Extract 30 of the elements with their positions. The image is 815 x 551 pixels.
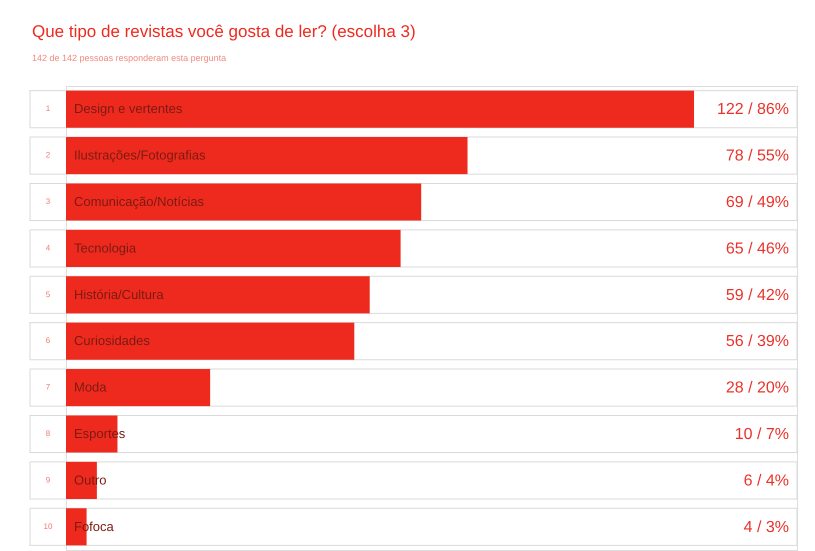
data-label: 78 / 55% (726, 148, 789, 165)
chart-subtitle: 142 de 142 pessoas responderam esta pergunta (32, 53, 226, 63)
data-label: 4 / 3% (744, 518, 789, 536)
text: 10 (44, 522, 53, 531)
data-label: 56 / 39% (726, 333, 789, 350)
y-tick-label: História/Cultura (74, 286, 164, 302)
y-tick-label: Moda (74, 380, 108, 395)
data-label: 10 / 7% (734, 426, 789, 443)
data-label: 65 / 46% (726, 240, 789, 258)
text: 2 (46, 150, 51, 160)
y-tick-label: Tecnologia (74, 240, 137, 256)
text: 9 (46, 475, 51, 484)
text: 1 (46, 104, 51, 114)
data-label: 59 / 42% (726, 286, 789, 304)
text: 4 (46, 243, 51, 252)
chart-title: Que tipo de revistas você gosta de ler? (escolha 3) (32, 22, 416, 41)
y-tick-label: Comunicação/Notícias (74, 194, 205, 209)
y-tick-label: Ilustrações/Fotografias (74, 148, 206, 163)
text: 3 (46, 197, 51, 206)
y-tick-label: Design e vertentes (74, 101, 183, 116)
text: 7 (46, 382, 51, 392)
text: 6 (46, 336, 51, 346)
text: 8 (46, 429, 51, 438)
data-label: 6 / 4% (744, 472, 789, 490)
bar (66, 369, 210, 406)
data-label: 69 / 49% (726, 194, 789, 211)
data-label: 28 / 20% (726, 380, 789, 397)
text: 5 (46, 290, 51, 299)
data-label: 122 / 86% (716, 101, 789, 118)
y-tick-label: Curiosidades (74, 333, 150, 348)
